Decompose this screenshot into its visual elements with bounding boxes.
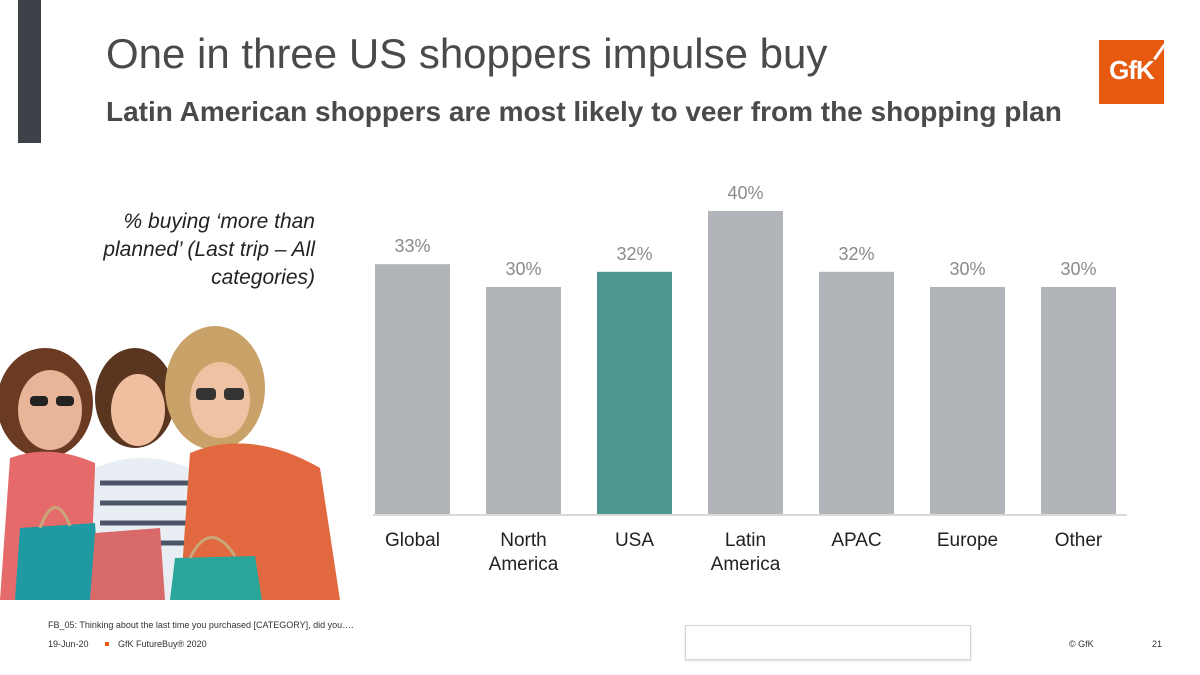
gfk-logo: GfK — [1099, 40, 1166, 104]
footer-separator-dot — [105, 642, 109, 646]
bar — [819, 271, 894, 515]
category-label: North — [500, 530, 546, 551]
bar — [930, 287, 1005, 515]
category-label: Global — [385, 530, 440, 551]
category-label: Latin — [725, 530, 766, 551]
bar — [708, 211, 783, 515]
bar — [375, 264, 450, 515]
page-number: 21 — [1152, 639, 1163, 649]
footnote: FB_05: Thinking about the last time you … — [48, 620, 354, 630]
footer-date: 19-Jun-20 — [48, 639, 89, 649]
footer-source: GfK FutureBuy® 2020 — [118, 639, 207, 649]
footer-blank-box — [685, 625, 971, 660]
slide-subtitle: Latin American shoppers are most likely … — [106, 96, 1062, 127]
title-accent-bar — [18, 0, 41, 143]
category-label: APAC — [831, 530, 881, 551]
bar-value-label: 33% — [394, 236, 430, 256]
category-label: America — [711, 554, 781, 575]
category-label: Europe — [937, 530, 998, 551]
bar — [1041, 287, 1116, 515]
shoppers-photo — [0, 318, 375, 600]
category-label: America — [489, 554, 559, 575]
category-label: USA — [615, 530, 654, 551]
bar-value-label: 30% — [1060, 259, 1096, 279]
bar-value-label: 30% — [949, 259, 985, 279]
shoppers-illustration — [0, 318, 375, 600]
bar-value-label: 32% — [838, 244, 874, 264]
bar — [486, 287, 561, 515]
logo-text: GfK — [1109, 55, 1155, 85]
bar — [597, 271, 672, 515]
category-label: Other — [1055, 530, 1103, 551]
bar-value-label: 32% — [616, 244, 652, 264]
bar-value-label: 40% — [727, 183, 763, 203]
footer-copyright: © GfK — [1069, 639, 1094, 649]
bar-value-label: 30% — [505, 259, 541, 279]
slide-title: One in three US shoppers impulse buy — [106, 30, 828, 77]
measure-label: % buying ‘more than planned’ (Last trip … — [103, 210, 315, 289]
